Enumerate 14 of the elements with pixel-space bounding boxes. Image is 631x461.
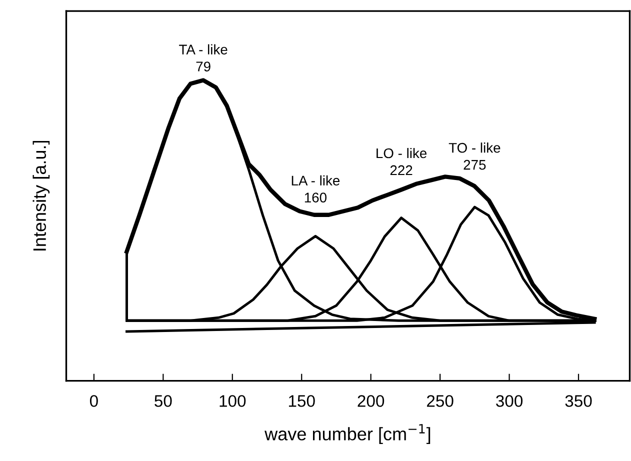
x-tick-label: 200 — [358, 395, 384, 407]
annotation: LO - like 222 — [376, 148, 427, 176]
x-tick-label: 150 — [288, 395, 315, 407]
x-tick-label: 50 — [154, 395, 172, 407]
x-tick-label: 300 — [496, 395, 523, 407]
y-axis-title: Intensity [a.u.] — [32, 141, 50, 250]
x-tick-label: 0 — [90, 395, 98, 407]
annotation: LA - like 160 — [292, 175, 340, 202]
x-tick-label: 100 — [220, 395, 246, 407]
annotation: TO - like 275 — [448, 142, 500, 170]
x-tick-label: 250 — [427, 395, 454, 407]
x-tick-label: 350 — [565, 395, 592, 407]
annotation: TA - like 79 — [179, 44, 228, 72]
x-axis-title: wave number [cm$^{−1}$] — [264, 424, 430, 444]
